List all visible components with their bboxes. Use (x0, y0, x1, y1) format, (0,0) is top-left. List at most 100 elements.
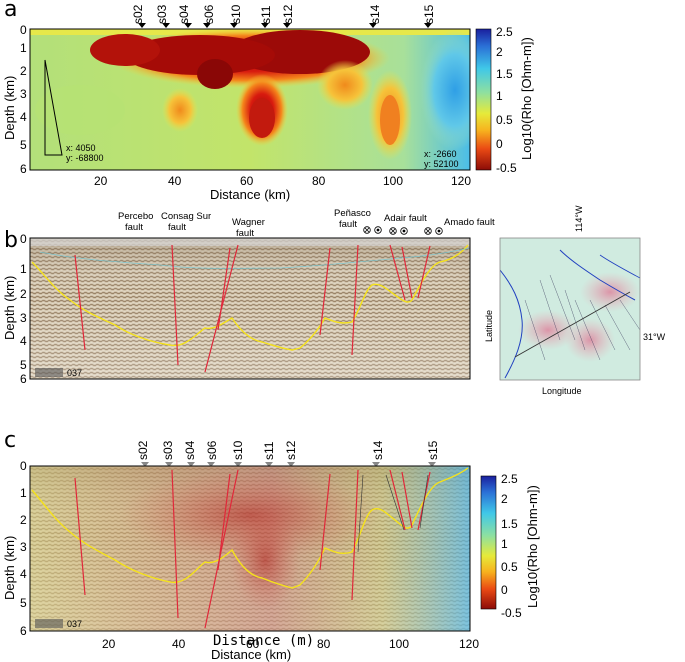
svg-text:2: 2 (20, 64, 27, 78)
station-s10-a: s10 (229, 4, 243, 28)
station-s12-c: s12 (284, 440, 298, 467)
svg-text:s04: s04 (177, 4, 191, 24)
panel-c-xlabel: Distance (km) (211, 647, 291, 662)
svg-text:20: 20 (94, 174, 108, 188)
svg-text:1: 1 (501, 537, 508, 551)
svg-text:fault: fault (236, 228, 254, 239)
svg-text:5: 5 (20, 358, 27, 372)
fault-label-percebo: Percebo (118, 211, 153, 222)
svg-text:1.5: 1.5 (496, 67, 513, 81)
svg-text:s12: s12 (284, 440, 298, 460)
svg-text:fault: fault (339, 219, 357, 230)
fault-label-wagner: Wagner (232, 217, 265, 228)
panel-a-xlabel: Distance (km) (210, 187, 290, 202)
annot-left-y: y: -68800 (66, 153, 104, 163)
panel-a-colorbar (475, 28, 492, 171)
svg-text:s02: s02 (131, 4, 145, 24)
station-s11-a: s11 (259, 5, 273, 28)
svg-text:120: 120 (451, 174, 471, 188)
svg-text:s12: s12 (281, 4, 295, 24)
svg-text:2: 2 (501, 492, 508, 506)
svg-text:100: 100 (383, 174, 403, 188)
station-s14-a: s14 (368, 4, 382, 28)
svg-text:1: 1 (20, 41, 27, 55)
panel-c-y-ticks: 0 1 2 3 4 5 6 (20, 459, 27, 638)
svg-text:s06: s06 (202, 4, 216, 24)
annot-right-x: x: -2660 (424, 149, 457, 159)
panel-c: c s02 s03 s04 s06 s10 s11 s12 s14 s15 (2, 428, 540, 662)
panel-a-resistivity-image (30, 29, 470, 170)
fault-label-adair: Adair fault (384, 213, 427, 224)
svg-text:60: 60 (240, 174, 254, 188)
station-s12-a: s12 (281, 4, 295, 28)
svg-text:5: 5 (20, 596, 27, 610)
svg-text:s03: s03 (155, 4, 169, 24)
svg-text:fault: fault (168, 222, 186, 233)
svg-text:s02: s02 (136, 440, 150, 460)
svg-text:s06: s06 (205, 440, 219, 460)
svg-text:2: 2 (20, 513, 27, 527)
station-s02-c: s02 (136, 440, 150, 467)
panel-b-seismic-image: 037 (30, 238, 470, 379)
svg-text:3: 3 (20, 87, 27, 101)
fault-label-penasco: Peñasco (334, 208, 371, 219)
scale-text-b: 037 (67, 368, 82, 378)
fault-motion-symbols (363, 226, 443, 235)
inset-map: 114°W 31°W Latitude Longitude (484, 205, 666, 396)
svg-text:60: 60 (246, 637, 260, 651)
panel-c-overlay-image: 037 (30, 466, 470, 631)
svg-text:0: 0 (20, 459, 27, 473)
svg-text:s15: s15 (426, 440, 440, 460)
panel-a-ylabel: Depth (km) (2, 76, 17, 140)
svg-text:s11: s11 (259, 5, 273, 24)
svg-text:s03: s03 (161, 440, 175, 460)
station-s11-c: s11 (262, 441, 276, 467)
svg-text:-0.5: -0.5 (501, 606, 522, 620)
panel-a-colorbar-label: Log10(Rho [Ohm-m]) (519, 37, 534, 160)
station-s04-c: s04 (183, 440, 197, 467)
svg-text:6: 6 (20, 372, 27, 386)
panel-c-stations: s02 s03 s04 s06 s10 s11 s12 s14 s15 (136, 440, 440, 467)
svg-text:6: 6 (20, 624, 27, 638)
svg-text:fault: fault (125, 222, 143, 233)
svg-text:40: 40 (168, 174, 182, 188)
panel-a-y-ticks: 0 1 2 3 4 5 6 (20, 23, 27, 176)
station-s06-c: s06 (205, 440, 219, 467)
panel-b-fault-labels: Percebo fault Consag Sur fault Wagner fa… (118, 208, 495, 239)
svg-text:0: 0 (501, 583, 508, 597)
station-s03-a: s03 (155, 4, 170, 28)
panel-c-x-ticks: 20 40 60 80 100 120 (102, 637, 479, 651)
station-s04-a: s04 (177, 4, 192, 28)
svg-text:s14: s14 (368, 4, 382, 24)
fault-label-consag-sur: Consag Sur (161, 211, 211, 222)
panel-c-ylabel: Depth (km) (2, 536, 17, 600)
scale-text-c: 037 (67, 619, 82, 629)
panel-a-stations: s02 s03 s04 s06 s10 s11 s12 s14 s15 (131, 4, 436, 28)
panel-c-label: c (4, 428, 16, 453)
svg-text:1.5: 1.5 (501, 517, 518, 531)
station-s15-c: s15 (426, 440, 440, 467)
map-ylabel: Latitude (484, 310, 494, 342)
svg-text:5: 5 (20, 138, 27, 152)
panel-a-colorbar-ticks: 2.5 2 1.5 1 0.5 0 -0.5 (496, 25, 517, 175)
panel-a: a x: 4050 y: -68800 x: -2660 y: 52100 (2, 0, 534, 202)
panel-a-label: a (4, 0, 17, 22)
station-s03-c: s03 (161, 440, 175, 467)
map-right-label: 31°W (643, 332, 666, 342)
panel-b-label: b (4, 228, 18, 253)
svg-text:3: 3 (20, 540, 27, 554)
panel-b: b Percebo fault Consag Sur fault Wagner … (2, 205, 666, 396)
panel-c-xlabel-overlay: Distance (m) (213, 633, 314, 649)
svg-text:2: 2 (20, 287, 27, 301)
svg-text:0.5: 0.5 (501, 560, 518, 574)
panel-c-colorbar-ticks: 2.5 2 1.5 1 0.5 0 -0.5 (501, 472, 522, 620)
svg-text:-0.5: -0.5 (496, 161, 517, 175)
svg-text:3: 3 (20, 311, 27, 325)
svg-text:s15: s15 (422, 4, 436, 24)
svg-text:4: 4 (20, 567, 27, 581)
panel-b-ylabel: Depth (km) (2, 276, 17, 340)
svg-text:s10: s10 (229, 4, 243, 24)
panel-c-colorbar (480, 475, 497, 610)
svg-text:0: 0 (20, 232, 27, 246)
annot-right-y: y: 52100 (424, 159, 459, 169)
